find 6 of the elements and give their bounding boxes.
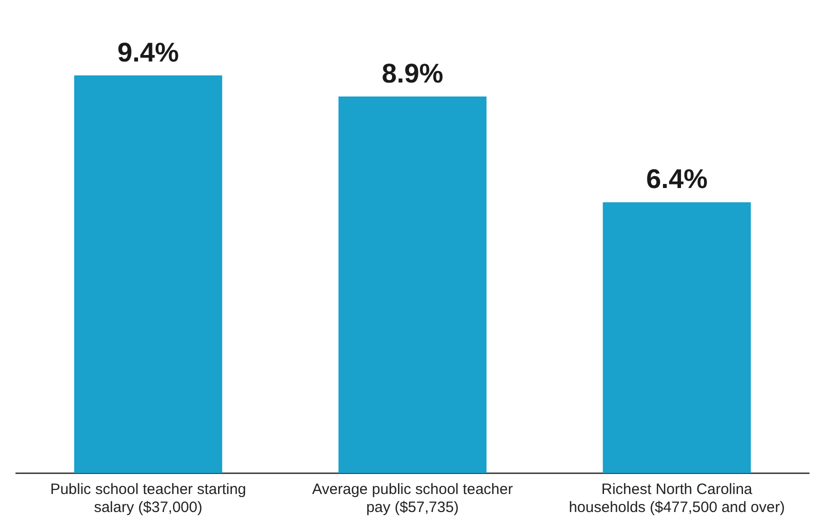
data-label: 6.4%: [646, 164, 708, 194]
data-label: 8.9%: [382, 58, 444, 88]
data-label: 9.4%: [117, 37, 179, 68]
x-tick-label: Richest North Carolina households ($477,500 and over): [568, 481, 785, 516]
x-tick-label: Average public school teacher pay ($57,735): [312, 481, 513, 516]
x-tick-label: Public school teacher starting salary ($37,000): [50, 481, 246, 516]
